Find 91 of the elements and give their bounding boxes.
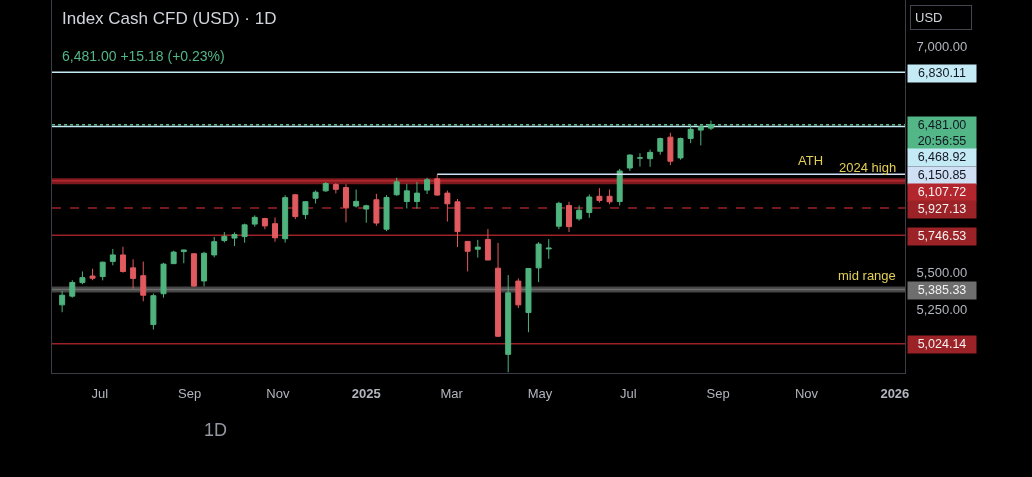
candlestick: [150, 293, 157, 331]
candlestick: [434, 174, 441, 197]
candlestick: [119, 246, 126, 274]
candlestick: [201, 251, 208, 287]
candlestick: [282, 194, 289, 244]
candlestick: [272, 216, 279, 243]
y-tick-label: 5,500.00: [916, 264, 968, 280]
candlestick: [525, 267, 532, 333]
ref-line-label: 5,385.33: [917, 283, 967, 297]
text: 1D: [204, 420, 228, 440]
ref-line-label: 5,024.14: [917, 337, 967, 351]
text: USD: [915, 10, 943, 25]
candlestick: [251, 214, 258, 228]
x-tick-label: Nov: [794, 385, 819, 401]
candlestick: [444, 190, 451, 223]
candlestick: [596, 187, 603, 204]
ref-line-label: 6,481.00 20:56:55: [917, 118, 967, 149]
x-tick-label: 2026: [880, 385, 910, 401]
candlestick: [535, 241, 542, 283]
candlestick: [353, 189, 360, 209]
candlestick: [190, 253, 197, 288]
candlestick: [59, 290, 66, 313]
candlestick: [343, 183, 349, 223]
candlestick: [363, 204, 370, 224]
candlestick: [292, 193, 299, 220]
ref-line-label: 5,927.13: [917, 202, 967, 216]
x-tick-label: May: [527, 385, 553, 401]
candlestick: [79, 270, 86, 285]
candlestick: [393, 177, 400, 197]
ref-line-label: 5,746.53: [917, 229, 967, 243]
candlestick: [424, 177, 431, 195]
x-tick-label: Sep: [178, 385, 202, 401]
candlestick: [261, 217, 268, 230]
candlestick: [160, 262, 167, 299]
candlestick: [515, 277, 522, 309]
ref-line-label: 6,830.11: [918, 66, 966, 80]
candlestick: [636, 152, 643, 168]
annotation: mid range: [838, 268, 896, 283]
candlestick: [89, 268, 96, 281]
candlestick: [626, 153, 633, 172]
candlestick: [221, 231, 228, 243]
annotation: ATH: [798, 153, 824, 168]
data-label: 6,150.85: [917, 168, 967, 182]
candlestick: [383, 194, 390, 232]
candlestick: [545, 238, 552, 260]
candlestick: [484, 228, 491, 261]
candlestick: [576, 204, 583, 222]
candlestick: [474, 239, 481, 259]
x-tick-label: Mar: [440, 385, 464, 401]
candlestick: [616, 168, 623, 207]
candlestick: [180, 249, 187, 264]
candlestick: [495, 242, 502, 338]
candlestick: [464, 240, 471, 272]
y-tick-label: 7,000.00: [916, 39, 968, 55]
candlestick: [586, 193, 593, 219]
candlestick: [657, 137, 664, 156]
candlestick: [373, 193, 380, 227]
candlestick: [454, 198, 461, 248]
candlestick: [566, 201, 572, 233]
candlestick: [403, 183, 410, 209]
candlestick: [170, 250, 177, 265]
candlestick: [211, 236, 218, 258]
candlestick: [302, 200, 309, 220]
candlestick: [312, 189, 319, 204]
candlestick: [606, 189, 613, 205]
candlestick: [555, 201, 562, 230]
candlestick: [109, 248, 116, 266]
text: Index Cash CFD (USD) · 1D: [62, 9, 277, 29]
annotation: 2024 high: [839, 160, 897, 175]
candlestick: [413, 181, 420, 210]
candlestick: [667, 132, 674, 166]
ref-line-label: 6,468.92: [917, 150, 967, 164]
candlestick: [322, 181, 329, 193]
candlestick: [69, 279, 76, 299]
candlestick: [332, 182, 339, 194]
x-tick-label: 2025: [351, 385, 381, 401]
x-tick-label: Sep: [706, 385, 730, 401]
candlestick: [647, 149, 654, 168]
x-tick-label: Nov: [266, 385, 290, 401]
x-tick-label: Jul: [620, 385, 637, 401]
candlestick: [241, 223, 248, 244]
candlestick: [505, 274, 512, 373]
candlestick: [99, 261, 106, 281]
candlestick: [140, 261, 147, 302]
x-tick-label: Jul: [91, 385, 109, 401]
candlestick: [130, 258, 137, 290]
text: 6,481.00 +15.18 (+0.23%): [62, 47, 225, 64]
ref-line-label: 6,107.72: [917, 185, 967, 199]
candlestick: [231, 231, 238, 247]
y-tick-label: 5,250.00: [916, 302, 968, 318]
candlestick: [677, 137, 684, 161]
